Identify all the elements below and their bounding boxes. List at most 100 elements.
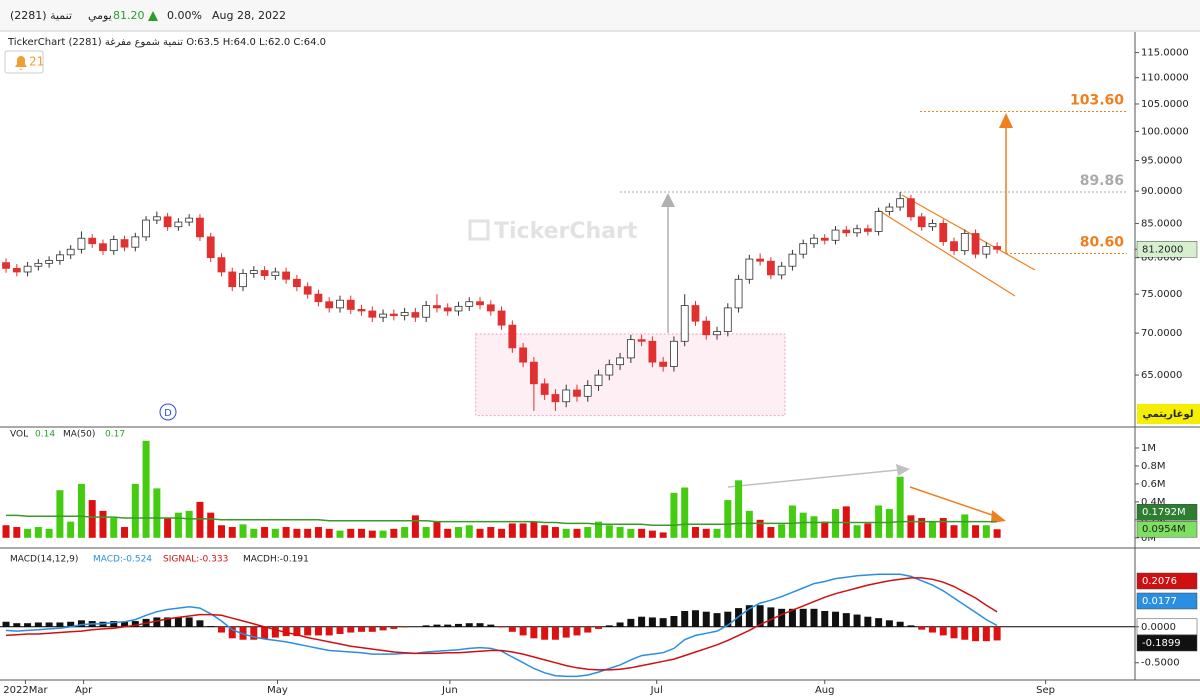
volume-bar bbox=[77, 483, 85, 538]
volume-bar bbox=[368, 530, 376, 538]
candle-body bbox=[239, 273, 247, 288]
candle-body bbox=[950, 241, 958, 252]
volume-bar bbox=[691, 527, 699, 538]
change: 0.00% bbox=[167, 9, 202, 22]
candle-body bbox=[174, 221, 183, 228]
macd-hist-bar bbox=[702, 611, 710, 627]
candle-body bbox=[810, 237, 818, 245]
volume-bar bbox=[121, 527, 129, 538]
candle-body bbox=[594, 374, 603, 386]
volume-bar bbox=[24, 528, 32, 538]
volume-bar bbox=[153, 488, 161, 538]
macd-hist-bar bbox=[358, 626, 366, 632]
volume-bar bbox=[788, 505, 796, 538]
candle-body bbox=[346, 299, 355, 310]
top-bar bbox=[0, 0, 1200, 31]
candle-body bbox=[734, 278, 743, 309]
event-marker-label: D bbox=[164, 408, 172, 419]
macd-hist-bar bbox=[788, 608, 796, 627]
candle-body bbox=[303, 286, 312, 295]
macd-hist-bar bbox=[314, 626, 322, 636]
candle-body bbox=[411, 312, 420, 318]
candle-body bbox=[551, 394, 560, 403]
chart-info: TickerChart تنمية شموع مفرغة (2281) O:63… bbox=[7, 37, 326, 48]
candle-body bbox=[12, 267, 21, 273]
volume-bar bbox=[282, 527, 290, 538]
y-tick-label: 105.0000 bbox=[1141, 99, 1189, 110]
volume-trend-arrow-head bbox=[991, 510, 1006, 523]
y-tick-label: 110.0000 bbox=[1141, 73, 1189, 84]
channel-upper bbox=[901, 194, 1036, 271]
ma-legend: MA(50) bbox=[63, 430, 95, 440]
log-toggle[interactable] bbox=[1137, 404, 1200, 424]
pattern-zone bbox=[475, 333, 786, 417]
macd-hist-bar bbox=[573, 626, 581, 636]
macdh-last-label-box bbox=[1136, 634, 1198, 652]
volume-bar bbox=[401, 527, 409, 538]
macd-hist-bar bbox=[131, 621, 139, 627]
macd-hist-bar bbox=[153, 617, 161, 627]
channel-lower bbox=[877, 209, 1016, 297]
candle-body bbox=[562, 389, 571, 403]
vol-last-label-box bbox=[1136, 520, 1198, 538]
macd-hist-bar bbox=[541, 626, 549, 640]
macd-hist-bar bbox=[950, 626, 958, 639]
candle-body bbox=[55, 254, 64, 261]
x-tick-label: Aug bbox=[815, 685, 835, 696]
x-tick-label: 2022Mar bbox=[3, 685, 48, 696]
macd-hist-bar bbox=[282, 626, 290, 637]
y-tick-label: 80.0000 bbox=[1141, 253, 1182, 264]
macd-hist-bar bbox=[13, 623, 21, 627]
candle-body bbox=[292, 278, 301, 288]
macd-hist-bar bbox=[961, 626, 969, 640]
y-tick-label: -0.5000 bbox=[1141, 658, 1180, 669]
volume-bar bbox=[476, 528, 484, 538]
ma-legend-value: 0.17 bbox=[105, 430, 125, 440]
macd-hist-bar bbox=[896, 621, 904, 627]
macd-hist-bar bbox=[196, 620, 204, 627]
event-marker[interactable] bbox=[159, 403, 177, 421]
macd-hist-bar bbox=[347, 626, 355, 633]
volume-bar bbox=[907, 515, 915, 538]
candle-body bbox=[648, 340, 657, 363]
watermark: TickerChart bbox=[494, 219, 638, 244]
volume-bar bbox=[939, 518, 947, 538]
x-tick-label: Jun bbox=[441, 685, 458, 696]
candle-body bbox=[131, 236, 140, 248]
volume-bar bbox=[918, 518, 926, 538]
candle-body bbox=[993, 246, 1002, 250]
candle-body bbox=[853, 228, 861, 234]
volume-bar bbox=[217, 525, 225, 538]
macdh-last-label: -0.1899 bbox=[1142, 638, 1181, 649]
macd-hist-bar bbox=[261, 626, 269, 640]
volume-bar bbox=[950, 525, 958, 538]
volume-bar bbox=[487, 527, 495, 538]
macd-hist-bar bbox=[24, 623, 32, 627]
macd-hist-bar bbox=[207, 626, 215, 627]
vol-legend: VOL bbox=[10, 430, 28, 440]
macd-hist-bar bbox=[821, 610, 829, 627]
macd-hist-bar bbox=[77, 620, 85, 627]
candle-body bbox=[497, 310, 506, 326]
candle-body bbox=[799, 243, 808, 255]
macd-hist-bar bbox=[271, 626, 279, 638]
volume-bar bbox=[99, 510, 107, 538]
candle-body bbox=[907, 198, 915, 218]
volume-bar bbox=[896, 476, 904, 538]
y-tick-label: 95.0000 bbox=[1141, 156, 1182, 167]
candle-body bbox=[831, 229, 840, 241]
period: يومي bbox=[88, 9, 112, 22]
x-tick-label: Jul bbox=[650, 685, 663, 696]
candle-body bbox=[163, 216, 172, 228]
macd-hist-bar bbox=[810, 608, 818, 627]
candle-body bbox=[713, 331, 721, 336]
macd-hist-bar bbox=[551, 626, 559, 640]
candle-body bbox=[454, 305, 463, 312]
date: Aug 28, 2022 bbox=[212, 9, 286, 22]
candle-body bbox=[185, 217, 194, 223]
macd-hist-bar bbox=[605, 625, 613, 627]
macd-hist-bar bbox=[368, 626, 376, 632]
macd-hist-bar bbox=[336, 626, 344, 634]
candle-body bbox=[389, 313, 398, 317]
price-level-label: 89.86 bbox=[1080, 173, 1124, 189]
